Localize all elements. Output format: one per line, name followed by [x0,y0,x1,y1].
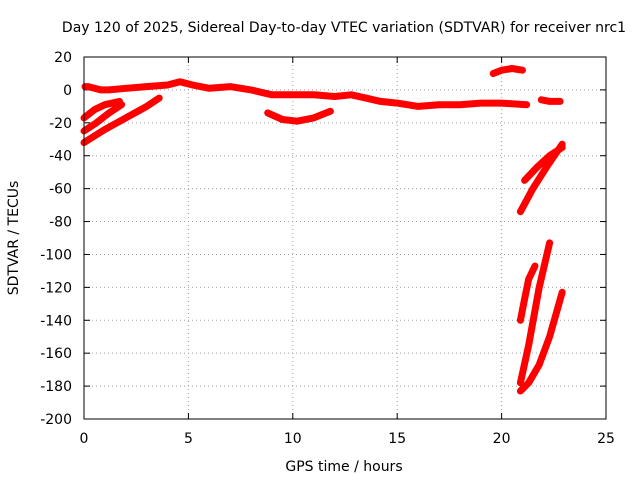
y-tick-label: 0 [63,83,72,99]
data-point [92,107,97,112]
data-point [533,264,537,268]
data-point [190,83,195,87]
data-point [545,163,550,168]
data-point [94,120,99,125]
data-point [144,104,149,109]
data-point [332,94,337,99]
data-point [499,68,504,73]
data-point [560,142,565,147]
data-point [228,84,233,89]
series-segment-e [489,65,526,77]
y-tick-label: -60 [49,182,72,198]
x-tick-label: 25 [597,431,615,447]
data-point [537,285,542,290]
data-point [280,117,285,122]
x-tick-label: 15 [388,431,406,447]
series-segment-a [80,97,123,122]
data-point [535,165,540,170]
data-point [478,101,483,106]
y-tick-label: -160 [40,346,72,362]
data-point [119,102,124,107]
data-point [157,96,162,101]
data-point [524,102,529,107]
data-point [491,71,496,76]
data-point [328,109,333,114]
series-segment-b [80,101,126,135]
data-point [249,87,253,92]
data-point [269,92,274,97]
series-segment-d [264,107,334,125]
y-tick-label: -140 [40,313,72,329]
y-tick-label: -40 [49,149,72,165]
x-tick-label: 5 [184,431,193,447]
data-point [522,296,527,301]
x-axis-label: GPS time / hours [285,459,402,475]
y-tick-label: -100 [40,247,72,263]
data-point [416,104,421,109]
data-point [165,83,170,87]
axis-ticks: 0 5 10 15 20 25 20 0 -20 -40 -60 -80 -100 -120 -140 -16… [40,50,615,447]
series-segment-i [516,262,539,324]
data-point [378,99,383,104]
data-point [349,92,354,97]
data-point [107,110,112,115]
data-point [102,102,107,107]
data-point [530,186,535,191]
data-point [560,290,565,295]
data-point [526,380,531,385]
data-point [437,102,441,107]
series-segment-h [516,140,566,216]
y-tick-label: 20 [54,50,72,66]
data-point [207,86,212,91]
data-point [547,99,552,104]
data-point [123,86,128,91]
y-tick-label: -180 [40,379,72,395]
grid [84,57,606,419]
data-series [80,65,566,395]
data-point [547,334,552,339]
y-tick-label: -80 [49,215,72,231]
data-point [518,318,523,323]
series-main-trace [81,78,531,110]
y-tick-label: -20 [49,116,72,132]
series-segment-j [516,239,554,387]
data-point [290,92,295,97]
data-point [395,101,400,106]
y-tick-label: -200 [40,412,72,428]
data-point [144,84,149,89]
data-point [510,66,514,71]
data-point [547,240,552,245]
data-point [518,380,523,385]
x-tick-label: 10 [284,431,302,447]
data-point [311,92,316,97]
data-point [363,96,368,101]
data-point [123,115,128,120]
data-point [526,343,531,347]
y-axis-label: SDTVAR / TECUs [6,181,22,296]
data-point [526,277,531,282]
data-point [518,209,523,214]
data-point [311,115,316,120]
plot-frame [83,56,607,420]
data-point [539,97,544,102]
data-point [537,362,542,367]
data-point [499,101,504,106]
data-point [558,99,563,104]
data-point [457,102,462,107]
data-point [518,389,523,393]
data-point [107,87,112,92]
data-point [102,127,107,132]
data-point [265,110,270,115]
data-point [86,84,91,89]
data-point [520,68,525,73]
data-point [522,178,527,183]
chart-title: Day 120 of 2025, Sidereal Day-to-day VTE… [62,20,626,36]
data-point [178,79,182,84]
data-point [295,119,299,124]
x-tick-label: 0 [80,431,89,447]
y-tick-label: -120 [40,280,72,296]
data-point [98,87,103,92]
x-tick-label: 20 [493,431,511,447]
